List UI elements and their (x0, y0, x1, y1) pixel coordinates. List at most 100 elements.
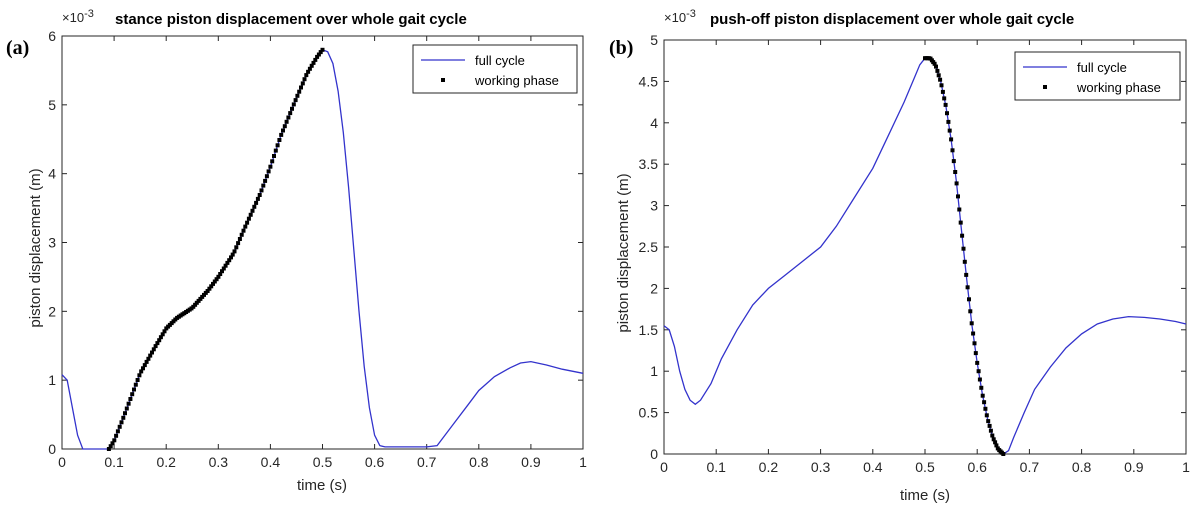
y-tick-label: 3 (48, 235, 56, 251)
chart-title-a: stance piston displacement over whole ga… (115, 11, 467, 28)
x-tick-label: 1 (1182, 459, 1190, 475)
working-phase-point (124, 406, 129, 411)
y-multiplier-b: ×10-3 (664, 8, 696, 25)
working-phase-point (965, 285, 970, 290)
working-phase-point (162, 329, 167, 334)
working-phase-point (155, 341, 160, 346)
y-tick-label: 3.5 (639, 156, 659, 172)
working-phase-point (935, 68, 940, 73)
working-phase-point (988, 428, 993, 433)
legend-entry-working-phase: working phase (474, 73, 559, 88)
working-phase-point (293, 98, 298, 103)
working-phase-point (121, 415, 126, 420)
working-phase-point (264, 174, 269, 179)
legend-entry-working-phase: working phase (1076, 80, 1161, 95)
working-phase-point (277, 138, 282, 142)
working-phase-point (137, 373, 142, 378)
working-phase-point (1001, 452, 1006, 456)
working-phase-point (252, 204, 257, 209)
working-phase-point (230, 252, 235, 257)
x-tick-label: 0.6 (967, 459, 987, 475)
y-tick-label: 6 (48, 28, 56, 44)
working-phase-point (234, 245, 239, 250)
working-phase-point (960, 233, 965, 238)
working-phase-point (994, 443, 999, 448)
working-phase-point (316, 52, 321, 57)
working-phase-point (291, 102, 296, 107)
working-phase-point (938, 77, 943, 82)
working-phase-point (936, 73, 941, 78)
y-tick-label: 2.5 (639, 239, 659, 255)
working-phase-point (311, 60, 316, 65)
working-phase-point (982, 400, 987, 405)
working-phase-point (250, 208, 255, 213)
working-phase-point (947, 128, 952, 133)
y-tick-label: 1 (48, 372, 56, 388)
working-phase-point (295, 93, 300, 98)
working-phase-point (110, 441, 115, 446)
working-phase-point (942, 96, 947, 101)
working-phase-point (141, 366, 145, 371)
x-tick-label: 1 (579, 454, 587, 470)
working-phase-point (306, 69, 311, 74)
x-tick-label: 0.9 (1124, 459, 1144, 475)
working-phase-point (977, 377, 982, 382)
legend-box (412, 44, 578, 94)
working-phase-point (973, 351, 978, 356)
working-phase-point (212, 279, 217, 284)
working-phase-point (123, 411, 127, 416)
plot-area-b: 0 0.1 0.2 0.3 0.4 0.5 0.6 0.7 0.8 0.9 1 0 0.5 1 1.5 2 2.… (639, 32, 1191, 475)
working-phase-point (984, 413, 989, 418)
working-phase-point (957, 207, 962, 212)
working-phase-point (281, 128, 285, 133)
x-tick-label: 0.8 (1072, 459, 1092, 475)
working-phase-point (969, 321, 974, 326)
working-phase-point (282, 124, 287, 129)
working-phase-point (932, 61, 937, 66)
working-phase-point (315, 54, 320, 59)
working-phase-point (940, 89, 945, 94)
working-phase-point (939, 83, 944, 88)
working-phase-point (962, 259, 967, 264)
working-phase-point (993, 440, 998, 445)
y-tick-label: 2 (650, 280, 658, 296)
working-phase-point (976, 369, 981, 374)
working-phase-point (263, 178, 268, 183)
working-phase-point (934, 64, 938, 69)
working-phase-point (313, 57, 318, 62)
working-phase-point (209, 284, 214, 289)
working-phase-point (270, 159, 275, 164)
working-phase-point (239, 232, 244, 237)
working-phase-point (225, 260, 230, 265)
x-axis-label-b: time (s) (900, 487, 950, 504)
y-tick-label: 3 (650, 198, 658, 214)
legend: full cycle working phase (412, 44, 578, 94)
x-tick-label: 0.5 (915, 459, 935, 475)
working-phase-point (951, 159, 956, 164)
working-phase-point (160, 332, 165, 337)
working-phase-point (954, 181, 959, 186)
working-phase-point (218, 272, 223, 276)
working-phase-point (236, 241, 241, 246)
legend: full cycle working phase (1014, 51, 1181, 101)
working-phase-point (273, 148, 278, 153)
working-phase-point (114, 433, 119, 438)
working-phase-point (953, 170, 958, 174)
working-phase-point (139, 369, 144, 374)
x-axis-label-a: time (s) (297, 477, 347, 494)
working-phase-point (259, 188, 264, 193)
y-tick-label: 0.5 (639, 405, 659, 421)
working-phase-point (945, 111, 949, 116)
legend-box (1014, 51, 1181, 101)
x-tick-label: 0.2 (759, 459, 779, 475)
y-tick-label: 4 (48, 166, 56, 182)
working-phase-point (990, 433, 995, 438)
x-tick-label: 0.7 (417, 454, 437, 470)
working-phase-point (979, 385, 984, 390)
working-phase-point (290, 106, 294, 111)
chart-title-b: push-off piston displacement over whole … (710, 11, 1074, 28)
working-phase-point (946, 119, 951, 124)
x-tick-label: 0.3 (209, 454, 229, 470)
working-phase-point (216, 274, 221, 279)
